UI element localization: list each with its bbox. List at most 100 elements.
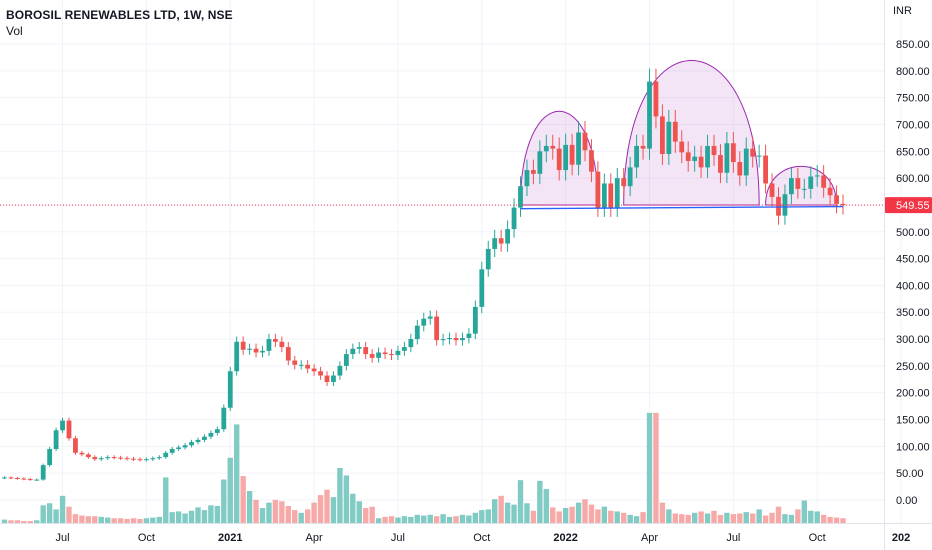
x-tick-label: 2021 xyxy=(218,532,242,544)
y-tick-label: 350.00 xyxy=(896,307,930,319)
volume-bar xyxy=(717,514,724,523)
y-tick-label: 300.00 xyxy=(896,334,930,346)
y-tick-label: 850.00 xyxy=(896,39,930,51)
candle xyxy=(834,195,839,204)
candle xyxy=(169,449,175,453)
candle xyxy=(730,143,736,163)
candle xyxy=(298,364,304,366)
candle xyxy=(8,477,14,479)
volume-bar xyxy=(750,513,756,523)
candle xyxy=(647,81,652,149)
candle xyxy=(627,167,633,187)
last-price-badge xyxy=(885,197,932,214)
volume-bar xyxy=(427,514,433,523)
volume-bar xyxy=(395,517,401,523)
candle xyxy=(737,162,743,176)
volume-bar xyxy=(356,501,362,523)
candle xyxy=(821,175,827,188)
y-tick-label: 650.00 xyxy=(896,146,930,158)
candle xyxy=(214,429,220,433)
candle xyxy=(505,229,510,244)
candle xyxy=(653,81,659,117)
volume-bar xyxy=(666,509,672,523)
candle xyxy=(85,454,91,458)
volume-bar xyxy=(492,499,498,523)
candle xyxy=(634,145,639,168)
candle xyxy=(195,439,201,443)
volume-bar xyxy=(266,502,272,523)
candle xyxy=(827,187,833,196)
volume-bar xyxy=(272,499,279,523)
candle xyxy=(814,175,820,177)
volume-bar xyxy=(259,508,266,523)
head-shape xyxy=(623,60,760,206)
candle xyxy=(15,478,20,480)
candle xyxy=(453,337,459,341)
candle xyxy=(576,132,581,165)
candle xyxy=(350,348,356,355)
volume-bar xyxy=(343,475,350,523)
candle xyxy=(292,360,298,365)
candle xyxy=(621,178,627,187)
volume-bar xyxy=(621,512,627,523)
candle xyxy=(498,238,504,244)
candle xyxy=(202,436,207,440)
y-tick-label: 700.00 xyxy=(896,119,930,131)
candle xyxy=(60,420,65,431)
candle xyxy=(440,339,446,341)
x-tick-label: Apr xyxy=(306,532,323,544)
candle xyxy=(389,354,394,356)
candle xyxy=(672,121,678,142)
candle xyxy=(273,339,278,342)
candle xyxy=(427,316,433,319)
volume-bar xyxy=(550,507,556,523)
volume-bar xyxy=(820,514,827,523)
candle xyxy=(2,477,7,479)
volume-bar xyxy=(311,502,317,523)
volume-bar xyxy=(298,512,304,523)
candle xyxy=(789,178,794,195)
volume-bar xyxy=(414,514,420,523)
volume-bar xyxy=(614,511,620,523)
volume-bar xyxy=(195,507,201,523)
candle xyxy=(176,447,182,450)
volume-bar xyxy=(433,516,440,523)
candle xyxy=(124,458,130,460)
volume-bar xyxy=(21,520,27,523)
volume-bar xyxy=(59,495,66,523)
candle xyxy=(756,155,762,157)
candle xyxy=(47,449,53,466)
candle xyxy=(685,152,691,161)
candle xyxy=(466,333,472,338)
volume-bar xyxy=(801,500,807,523)
candle xyxy=(53,430,59,450)
volume-bar xyxy=(72,514,79,523)
currency-label: INR xyxy=(893,5,912,17)
candle xyxy=(98,458,104,460)
volume-bar xyxy=(137,518,143,523)
candle xyxy=(543,145,549,152)
candle xyxy=(569,144,575,165)
candle xyxy=(105,457,111,459)
y-tick-label: 600.00 xyxy=(896,173,930,185)
volume-bar xyxy=(808,510,814,523)
candle xyxy=(492,238,498,249)
candle xyxy=(640,145,646,149)
candle xyxy=(556,148,562,171)
candle xyxy=(679,141,685,153)
candle xyxy=(79,452,85,455)
volume-bar xyxy=(762,515,769,523)
candle xyxy=(285,347,291,361)
candle xyxy=(582,132,588,151)
volume-bar xyxy=(330,497,337,523)
volume-bar xyxy=(8,520,14,523)
candle xyxy=(363,347,369,355)
candle xyxy=(331,375,336,382)
volume-bar xyxy=(53,509,59,523)
candle xyxy=(247,348,252,350)
volume-bar xyxy=(279,501,285,523)
candle xyxy=(421,318,427,326)
volume-bar xyxy=(795,509,801,523)
